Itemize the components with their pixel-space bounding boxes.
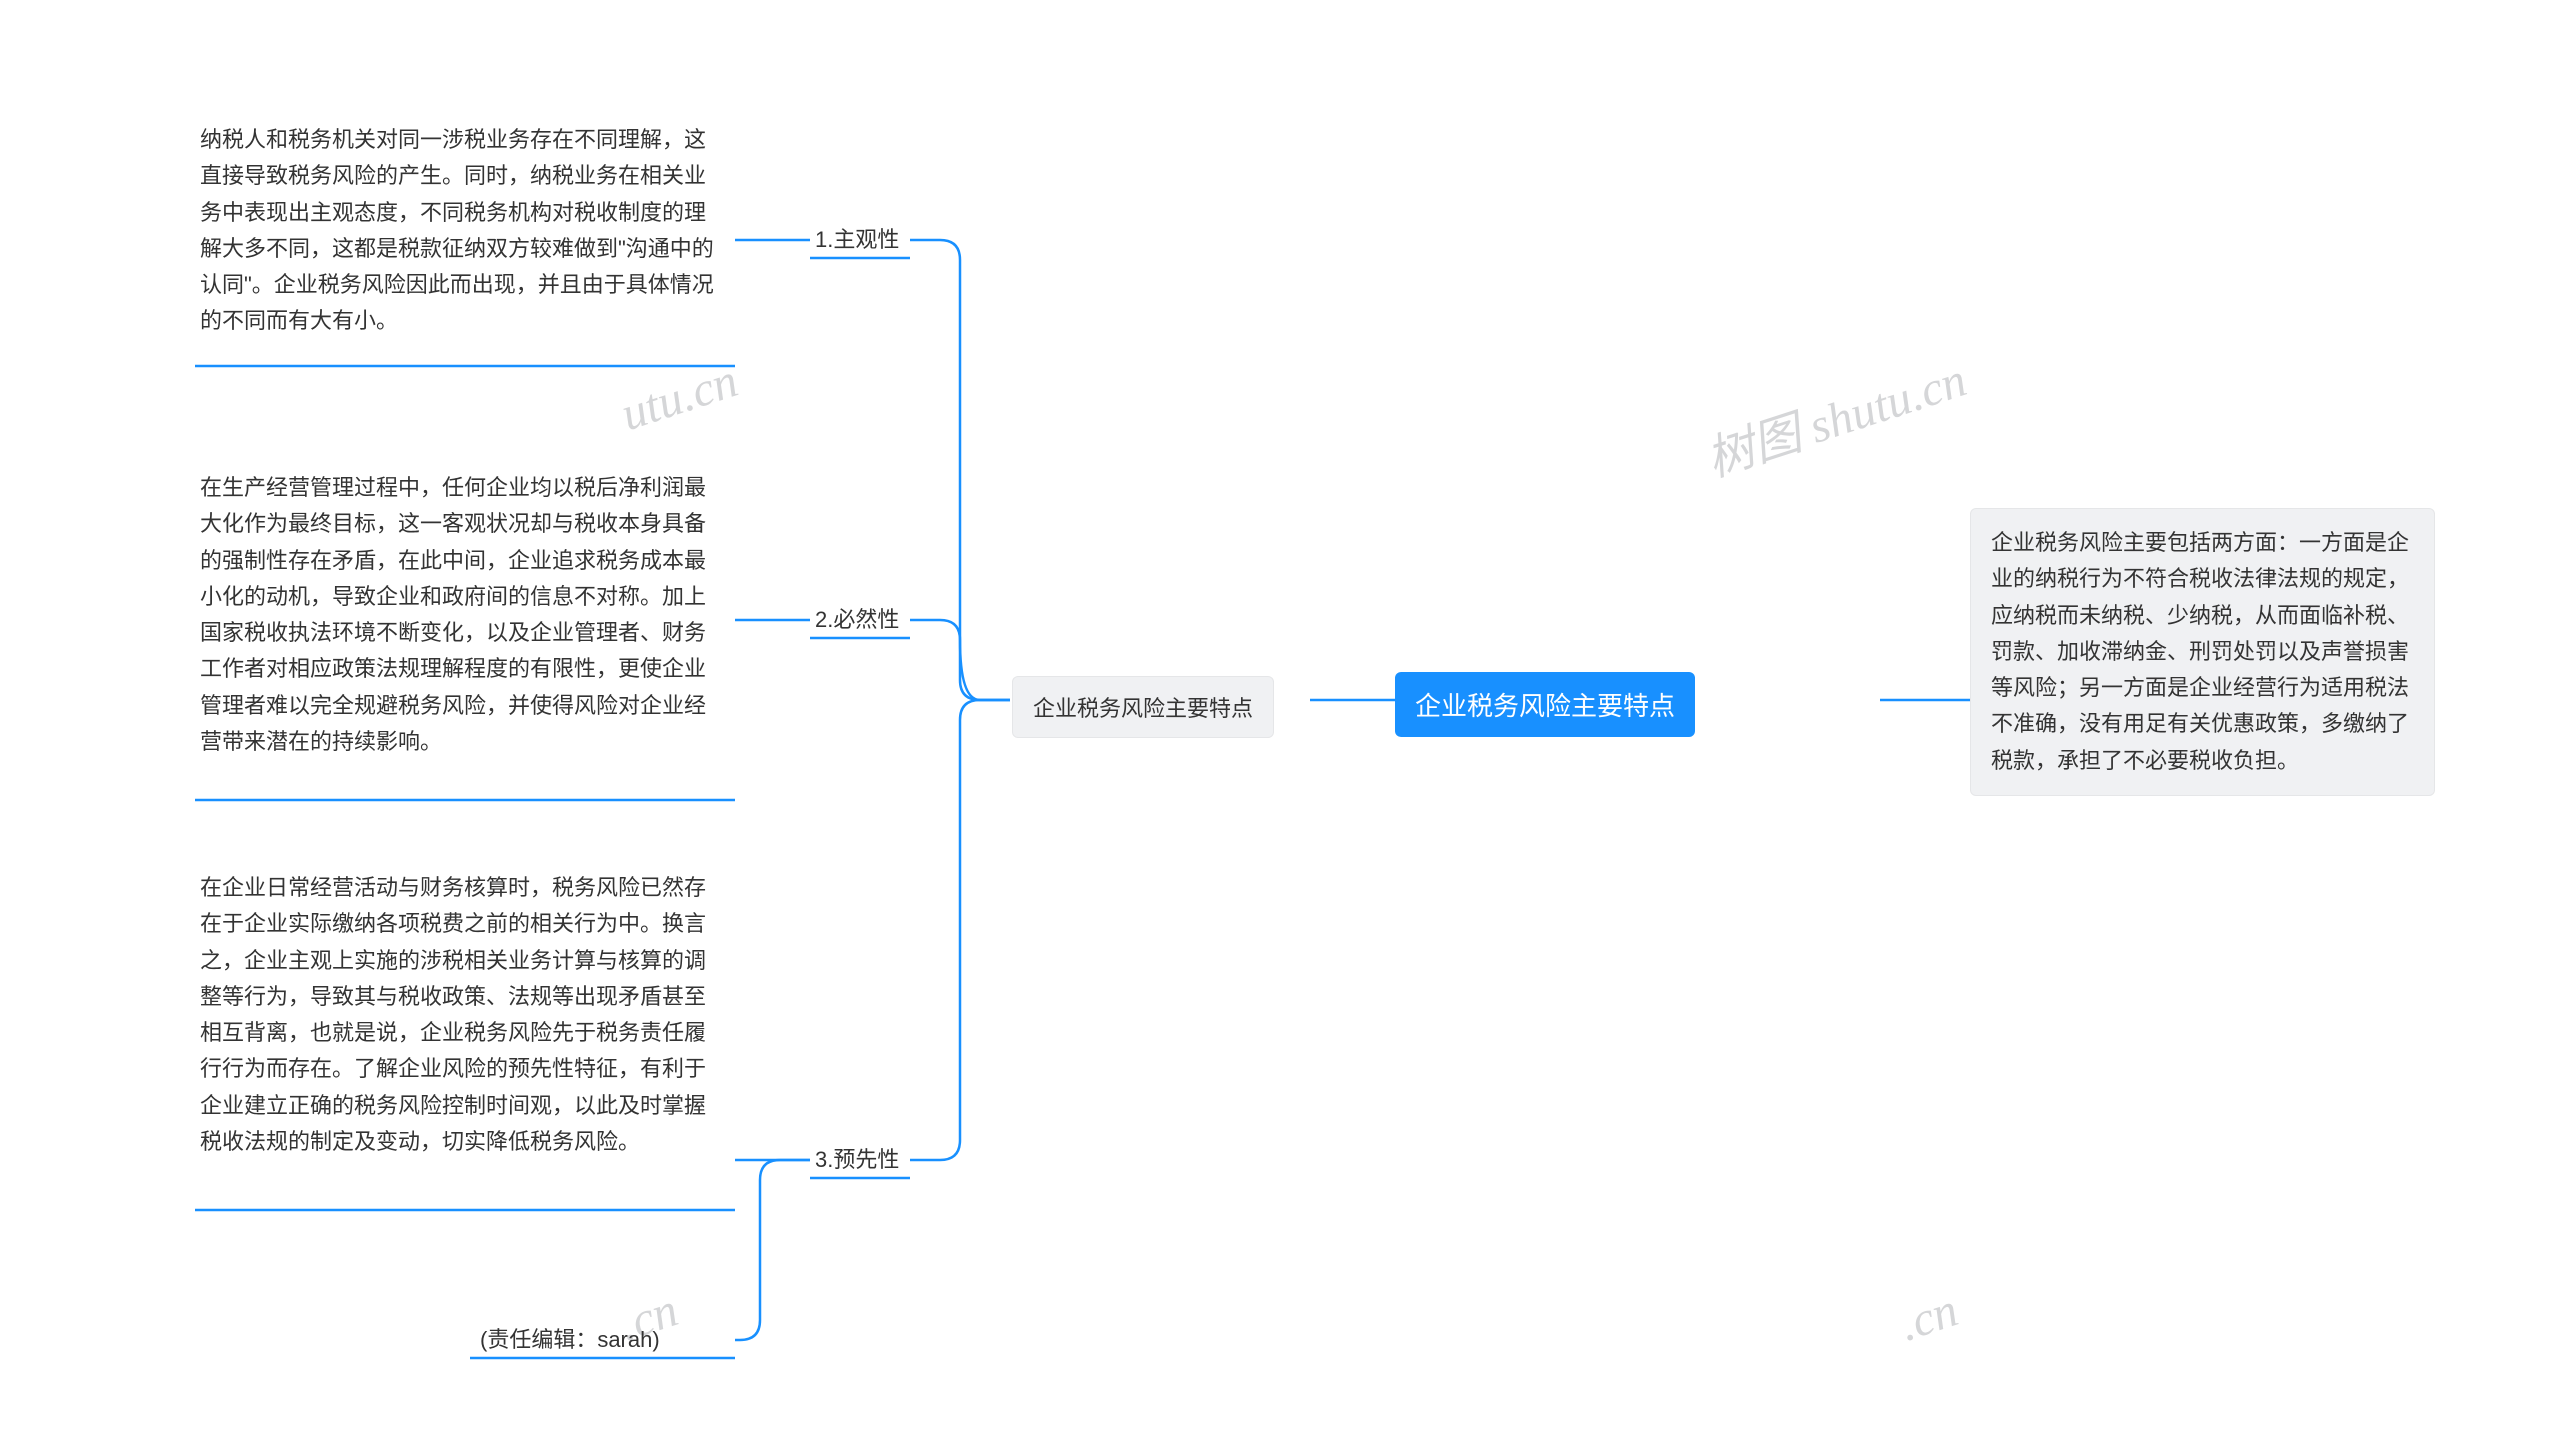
root-node[interactable]: 企业税务风险主要特点: [1395, 672, 1695, 737]
watermark: utu.cn: [614, 353, 744, 442]
leaf-label-1[interactable]: 1.主观性: [815, 222, 899, 254]
left-desc-1: 纳税人和税务机关对同一涉税业务存在不同理解，这直接导致税务风险的产生。同时，纳税…: [200, 122, 725, 340]
left-sub-node[interactable]: 企业税务风险主要特点: [1012, 676, 1274, 738]
left-desc-2: 在生产经营管理过程中，任何企业均以税后净利润最大化作为最终目标，这一客观状况却与…: [200, 470, 725, 760]
leaf-label-2[interactable]: 2.必然性: [815, 602, 899, 634]
editor-credit: (责任编辑：sarah): [480, 1322, 660, 1354]
watermark: 树图 shutu.cn: [1696, 340, 1974, 490]
right-description: 企业税务风险主要包括两方面：一方面是企业的纳税行为不符合税收法律法规的规定，应纳…: [1970, 508, 2435, 796]
leaf-label-3[interactable]: 3.预先性: [815, 1142, 899, 1174]
watermark: .cn: [1893, 1282, 1965, 1352]
left-desc-3: 在企业日常经营活动与财务核算时，税务风险已然存在于企业实际缴纳各项税费之前的相关…: [200, 870, 725, 1160]
